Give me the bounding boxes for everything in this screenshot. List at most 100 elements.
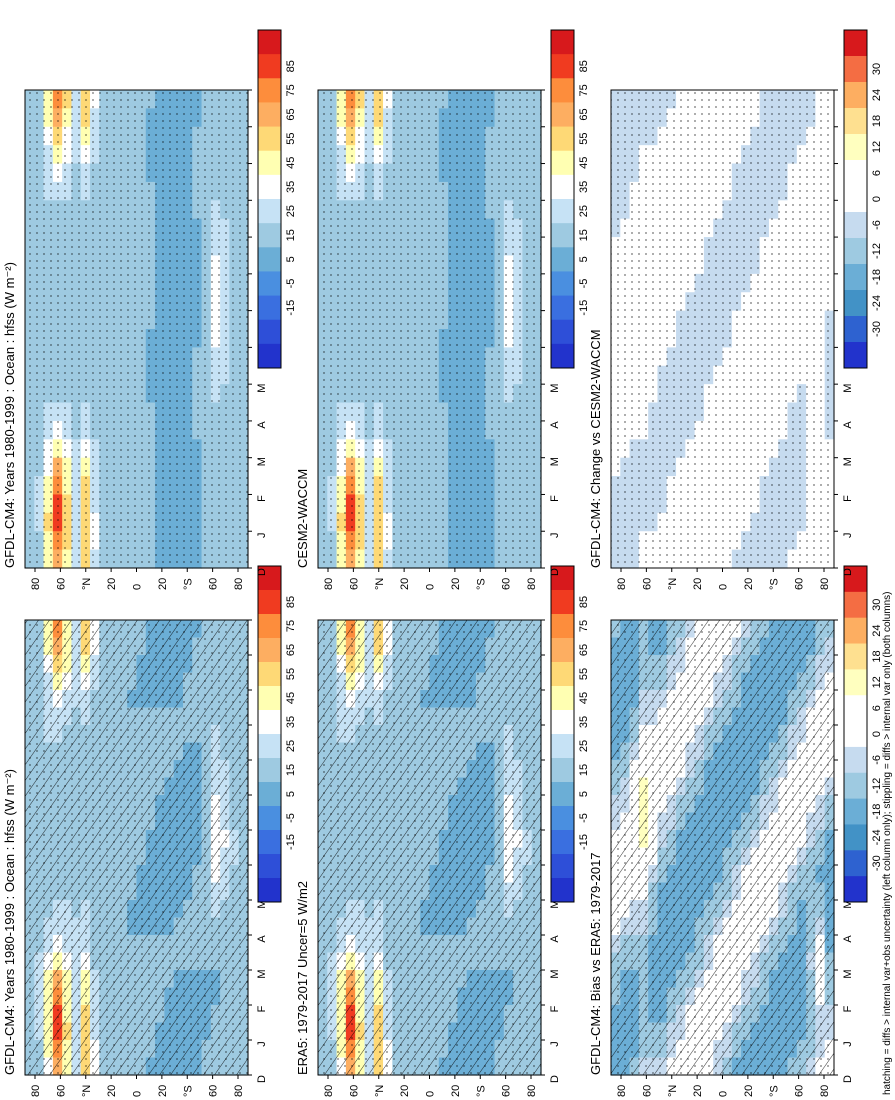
colorbar-swatch — [258, 295, 281, 321]
colorbar-label: 75 — [578, 84, 590, 96]
colorbar-swatch — [258, 806, 281, 831]
month-tick-label: A — [549, 935, 561, 943]
lat-tick-label: 20 — [106, 578, 118, 590]
panel-title: GFDL-CM4: Bias vs ERA5: 1979-2017 — [588, 852, 603, 1075]
month-tick-label: M — [256, 457, 268, 466]
month-tick-label: D — [549, 568, 561, 576]
lat-tick-label: °N — [374, 578, 386, 590]
colorbar-swatch — [551, 78, 574, 103]
month-tick-label: A — [842, 421, 854, 429]
colorbar-swatch — [258, 199, 281, 224]
lat-tick-label: °S — [182, 578, 194, 590]
colorbar-label: 55 — [285, 668, 297, 680]
month-tick-label: M — [842, 457, 854, 466]
colorbar-label: 45 — [578, 157, 590, 169]
colorbar-label: 85 — [285, 60, 297, 72]
colorbar-label: -30 — [871, 321, 883, 337]
lat-tick-label: 0 — [718, 584, 730, 590]
lat-tick-label: 80 — [526, 1085, 538, 1097]
lat-tick-label: 20 — [743, 1085, 755, 1097]
colorbar-label: 5 — [578, 791, 590, 797]
colorbar-label: 85 — [578, 596, 590, 608]
colorbar-swatch — [551, 806, 574, 831]
panel-title: GFDL-CM4: Change vs CESM2-WACCM — [588, 329, 603, 568]
colorbar-swatch — [844, 342, 867, 369]
colorbar-swatch — [844, 56, 867, 83]
colorbar-label: -15 — [285, 300, 297, 316]
lat-tick-label: °S — [768, 578, 780, 590]
colorbar-frame — [550, 29, 575, 369]
lat-tick-label: 0 — [425, 1091, 437, 1097]
colorbar-swatch — [551, 854, 574, 879]
colorbar-swatch — [258, 54, 281, 79]
panel-4: GFDL-CM4: Bias vs ERA5: 1979-2017 80 60 °N 2… — [588, 565, 883, 1097]
colorbar-label: 18 — [871, 115, 883, 127]
colorbar-label: 45 — [285, 692, 297, 704]
colorbar-swatch — [258, 150, 281, 176]
panel-title: GFDL-CM4: Years 1980-1999 : Ocean : hfss… — [2, 769, 17, 1075]
colorbar-label: 5 — [285, 791, 297, 797]
lat-tick-label: 0 — [718, 1091, 730, 1097]
colorbar-swatch — [551, 30, 574, 55]
colorbar-swatch — [844, 824, 867, 851]
colorbar-label: 65 — [578, 644, 590, 656]
colorbar-label: 55 — [578, 133, 590, 145]
colorbar-swatch — [551, 830, 574, 855]
month-tick-label: D — [256, 568, 268, 576]
colorbar-swatch — [844, 212, 867, 239]
lat-tick-label: 60 — [794, 1085, 806, 1097]
colorbar-swatch — [258, 271, 281, 296]
lat-tick-label: 80 — [233, 578, 245, 590]
lat-tick-label: 20 — [399, 1085, 411, 1097]
colorbar-swatch — [844, 850, 867, 877]
colorbar-swatch — [551, 734, 574, 759]
month-tick-label: J — [256, 532, 268, 538]
colorbar-swatch — [551, 150, 574, 176]
hatching-overlay — [611, 620, 834, 1075]
colorbar-label: 30 — [871, 63, 883, 75]
lat-tick-label: 20 — [692, 578, 704, 590]
colorbar-swatch — [844, 30, 867, 57]
colorbar-swatch — [258, 223, 281, 248]
colorbar-swatch — [258, 758, 281, 783]
lat-tick-label: 20 — [692, 1085, 704, 1097]
colorbar-swatch — [551, 686, 574, 711]
colorbar-label: 45 — [285, 157, 297, 169]
lat-tick-label: °N — [81, 1085, 93, 1097]
lat-tick-label: 80 — [819, 1085, 831, 1097]
colorbar-label: 24 — [871, 89, 883, 101]
lat-tick-label: 20 — [157, 578, 169, 590]
colorbar-swatch — [551, 662, 574, 687]
lat-tick-label: °N — [667, 578, 679, 590]
colorbar-label: 5 — [285, 256, 297, 262]
colorbar-label: 6 — [871, 170, 883, 176]
colorbar-label: -6 — [871, 220, 883, 230]
colorbar-swatch — [258, 638, 281, 663]
colorbar-label: 75 — [285, 84, 297, 96]
lat-tick-label: 20 — [450, 578, 462, 590]
lat-tick-label: 0 — [132, 1091, 144, 1097]
colorbar-label: -24 — [871, 829, 883, 845]
month-tick-label: M — [256, 899, 268, 908]
colorbar-label: 45 — [578, 692, 590, 704]
month-tick-label: F — [549, 1005, 561, 1012]
lat-tick-label: 20 — [399, 578, 411, 590]
colorbar-label: -5 — [578, 279, 590, 289]
colorbar-swatch — [551, 54, 574, 79]
colorbar-swatch — [844, 290, 867, 317]
colorbar-swatch — [258, 247, 281, 272]
colorbar-swatch — [258, 78, 281, 103]
lat-tick-label: 60 — [208, 578, 220, 590]
month-tick-label: F — [549, 495, 561, 502]
month-tick-label: D — [256, 1075, 268, 1083]
month-tick-label: M — [549, 457, 561, 466]
lat-tick-label: 80 — [323, 578, 335, 590]
colorbar-frame — [257, 29, 282, 369]
colorbar-label: 75 — [578, 620, 590, 632]
lat-tick-label: 80 — [233, 1085, 245, 1097]
colorbar-label: 55 — [285, 133, 297, 145]
lat-tick-label: 60 — [501, 578, 513, 590]
lat-tick-label: 80 — [616, 578, 628, 590]
panel-1: GFDL-CM4: Years 1980-1999 : Ocean : hfss… — [2, 29, 297, 590]
colorbar-swatch — [551, 343, 574, 369]
